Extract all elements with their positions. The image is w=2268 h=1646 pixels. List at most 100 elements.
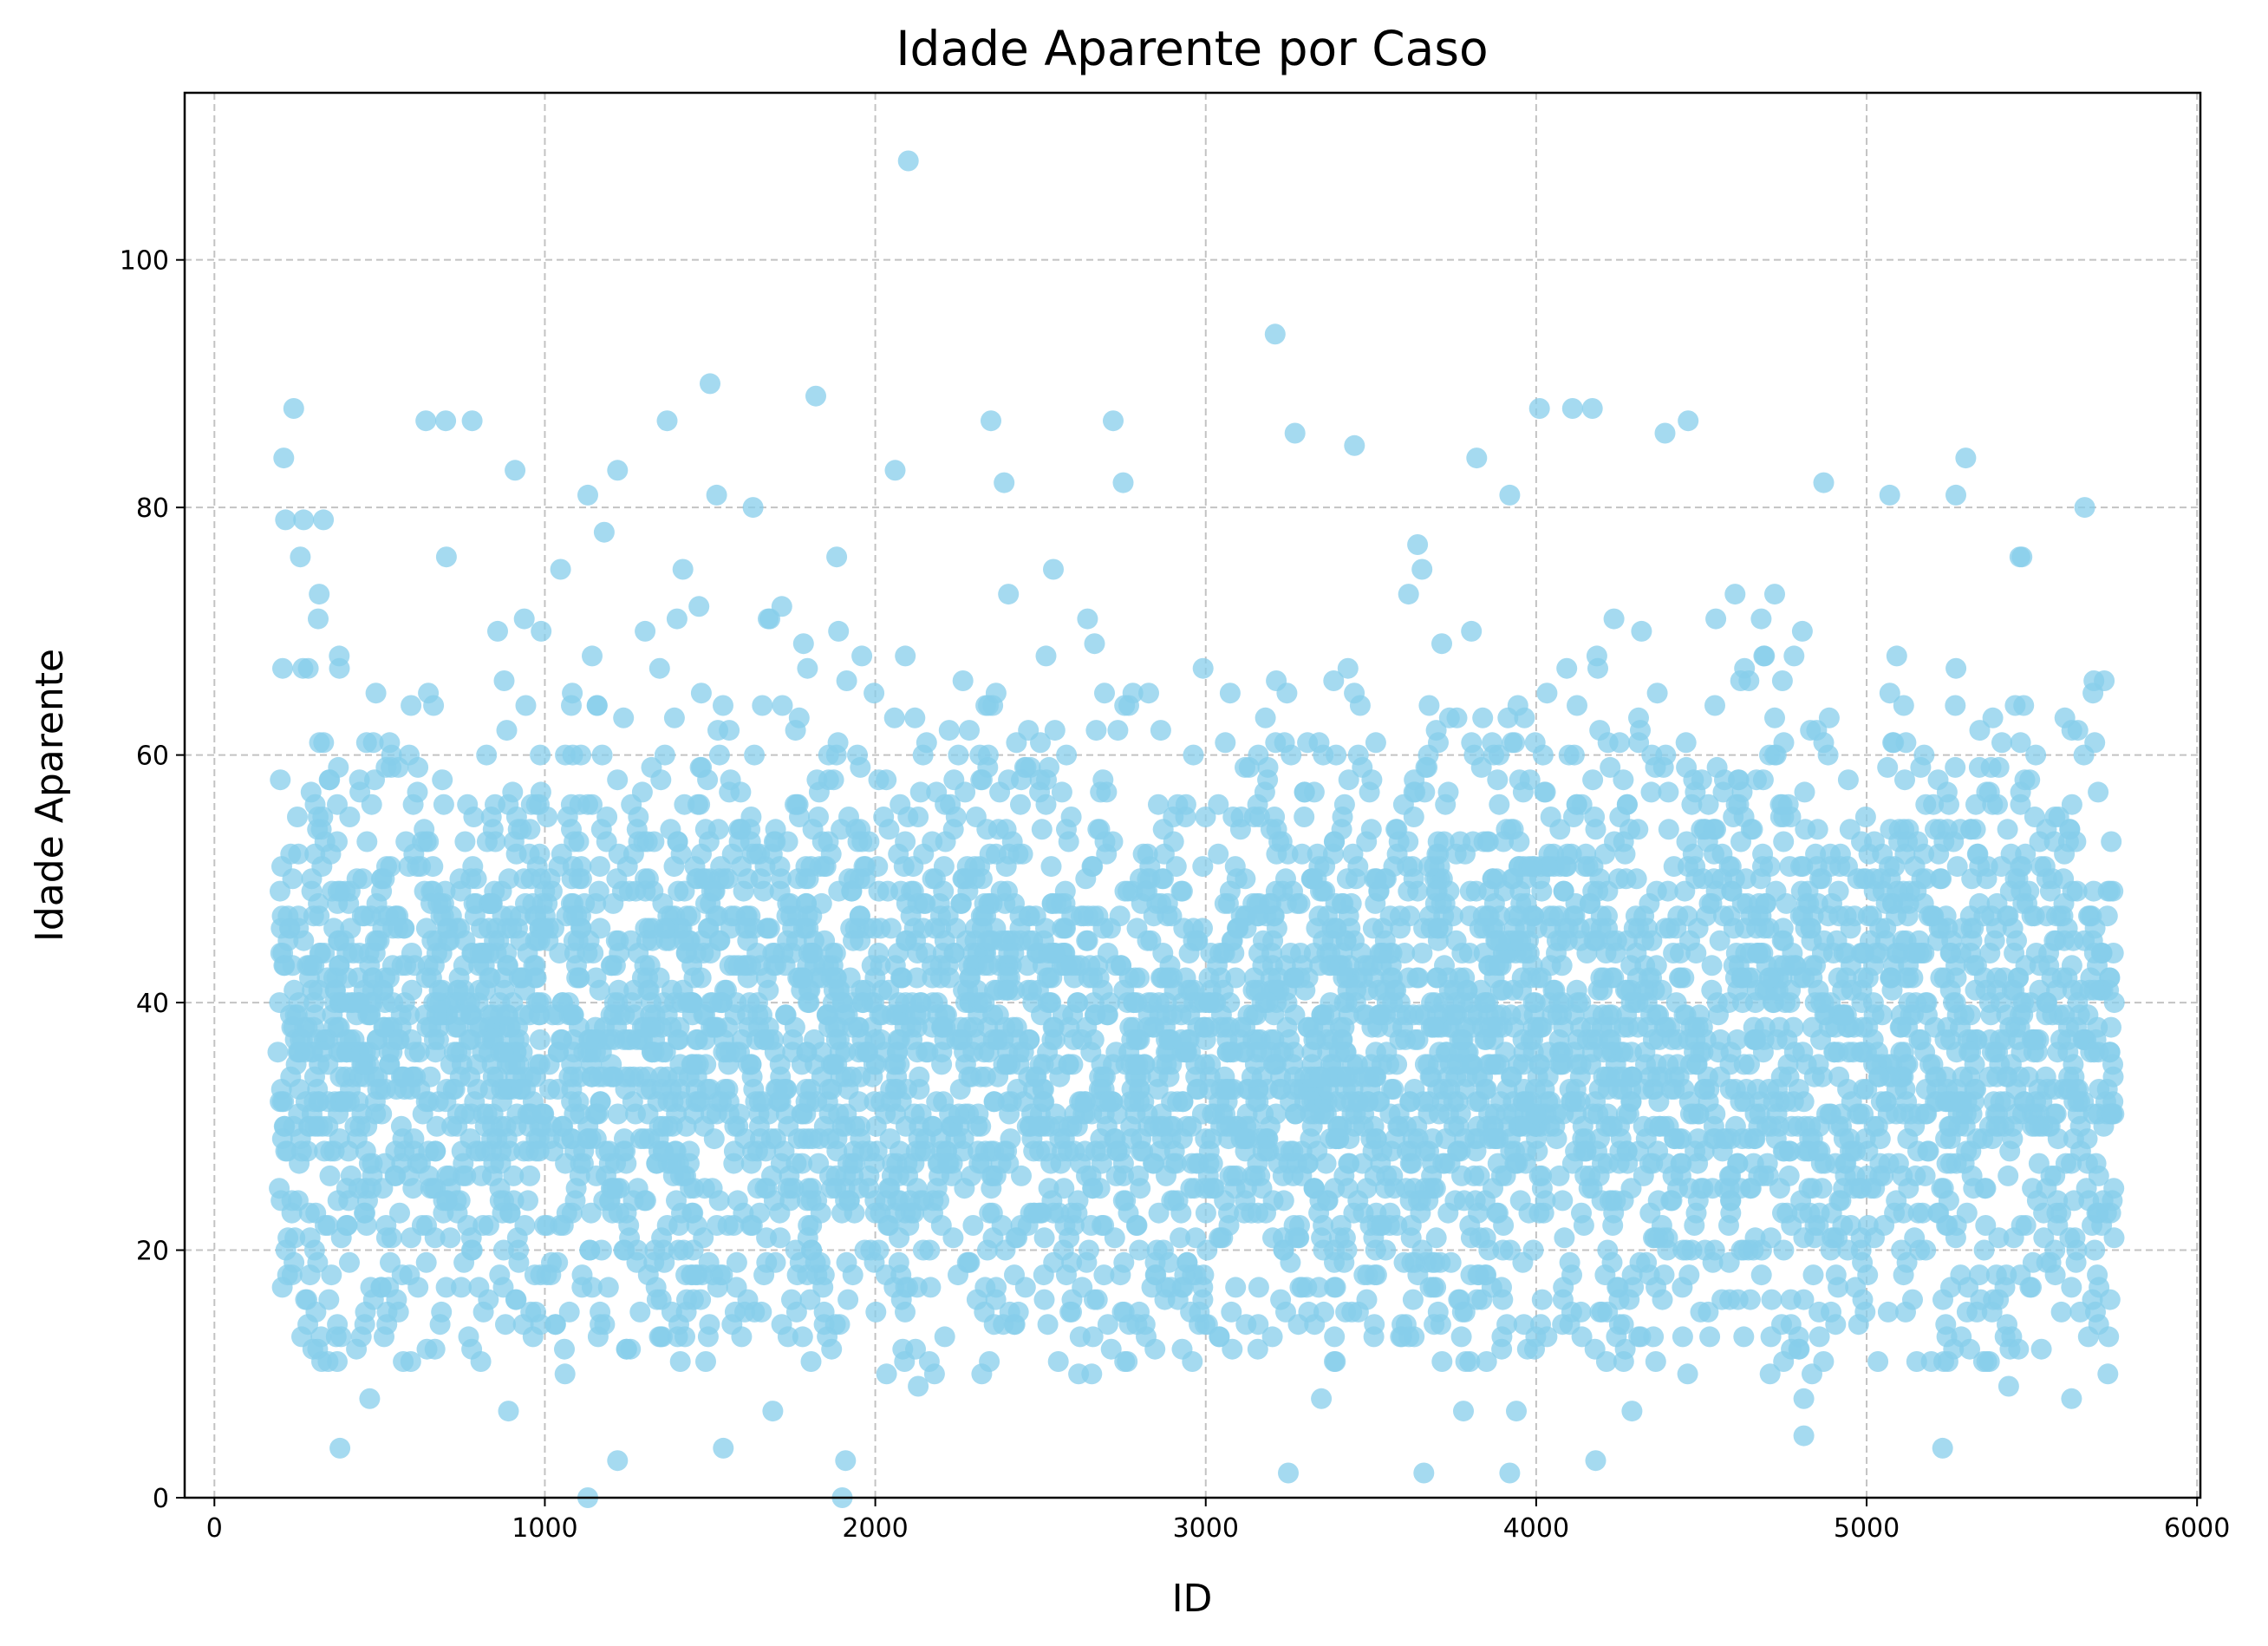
data-point (293, 930, 315, 951)
data-point (1433, 831, 1455, 852)
data-point (1627, 1016, 1649, 1038)
data-point (2103, 992, 2125, 1014)
data-point (1431, 1351, 1453, 1372)
data-point (271, 1277, 293, 1298)
data-point (1402, 1289, 1424, 1310)
data-point (690, 967, 712, 989)
data-point (2074, 930, 2095, 951)
data-point (1332, 807, 1353, 827)
data-point (1009, 918, 1031, 939)
data-point (933, 856, 955, 878)
data-point (1670, 943, 1691, 963)
data-point (2057, 1029, 2079, 1050)
data-point (983, 1314, 1005, 1336)
data-point (1487, 769, 1509, 791)
data-point (903, 1202, 924, 1224)
data-point (668, 880, 689, 902)
data-point (1092, 918, 1114, 939)
data-point (498, 868, 519, 890)
data-point (1406, 967, 1428, 989)
data-point (1004, 892, 1025, 914)
data-point (454, 831, 476, 852)
data-point (1898, 967, 1919, 989)
data-point (1422, 1128, 1444, 1150)
data-point (1324, 1326, 1346, 1348)
data-point (1479, 1054, 1501, 1075)
data-point (2009, 546, 2030, 568)
data-point (2011, 1215, 2032, 1236)
data-point (435, 1277, 457, 1298)
data-point (2069, 1301, 2091, 1323)
data-point (2099, 880, 2121, 902)
data-point (1753, 645, 1775, 667)
data-point (562, 683, 583, 704)
data-point (1051, 781, 1072, 803)
data-point (1304, 1178, 1326, 1199)
data-point (563, 1004, 584, 1026)
data-point (1965, 794, 1986, 815)
data-point (1760, 1326, 1782, 1348)
data-point (472, 1042, 493, 1063)
data-point (1469, 1165, 1490, 1186)
data-point (1104, 1227, 1125, 1249)
data-point (1802, 1363, 1822, 1385)
data-point (813, 1314, 835, 1336)
data-point (1201, 1128, 1222, 1150)
data-point (395, 831, 417, 852)
data-point (1589, 1301, 1611, 1323)
data-point (1811, 1178, 1833, 1199)
data-point (1601, 967, 1623, 989)
data-point (1388, 831, 1410, 852)
data-point (1126, 1215, 1148, 1236)
data-point (1769, 1178, 1790, 1199)
data-point (529, 843, 551, 865)
data-point (888, 843, 909, 865)
data-point (591, 744, 613, 766)
data-point (1148, 1202, 1170, 1224)
data-point (515, 1079, 537, 1100)
data-point (2083, 670, 2105, 691)
data-point (1976, 868, 1998, 890)
data-point (415, 1091, 437, 1113)
data-point (373, 1016, 394, 1038)
data-point (731, 1326, 753, 1348)
data-point (272, 657, 293, 679)
data-point (1248, 807, 1270, 827)
data-point (603, 1066, 623, 1088)
data-point (1969, 720, 1991, 741)
data-point (1411, 558, 1433, 580)
data-point (2099, 1289, 2121, 1310)
data-point (372, 918, 394, 939)
data-point (823, 769, 844, 791)
data-point (1994, 1326, 2016, 1348)
data-point (654, 744, 675, 766)
data-point (889, 1140, 910, 1162)
data-point (2010, 732, 2031, 754)
data-point (399, 1004, 420, 1026)
data-point (1061, 905, 1083, 927)
data-point (1886, 645, 1907, 667)
data-point (561, 1202, 583, 1224)
data-point (284, 1227, 306, 1249)
data-point (756, 1227, 778, 1249)
data-point (1915, 1103, 1936, 1125)
data-point (461, 1239, 483, 1261)
data-point (319, 1165, 341, 1186)
data-point (1170, 880, 1192, 902)
data-point (554, 1338, 575, 1360)
data-point (2088, 781, 2109, 803)
data-point (2098, 1326, 2120, 1348)
data-point (1365, 732, 1386, 754)
data-point (2033, 1202, 2055, 1224)
data-point (969, 744, 991, 766)
data-point (704, 880, 726, 902)
data-point (1185, 1227, 1207, 1249)
data-point (1029, 1140, 1051, 1162)
data-point (1789, 905, 1811, 927)
data-point (726, 1251, 747, 1273)
data-point (1531, 1289, 1553, 1310)
data-point (299, 1264, 321, 1286)
data-point (297, 1140, 318, 1162)
data-point (1781, 1115, 1802, 1137)
data-point (1121, 1029, 1143, 1050)
